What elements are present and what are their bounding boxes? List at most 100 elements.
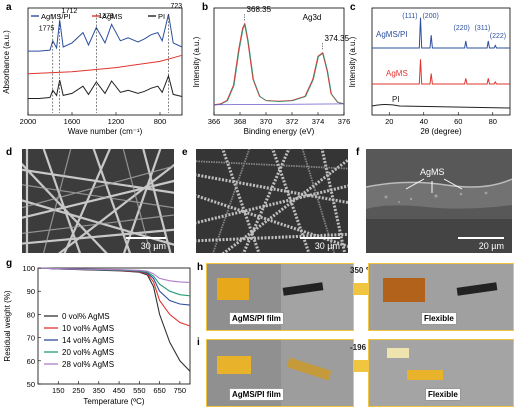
tga-legend-label: 10 vol% AgMS — [62, 324, 114, 333]
xrd-plane-label: (111) — [402, 13, 417, 20]
panel-label-e: e — [182, 147, 188, 158]
sem-image-e: 30 µm — [196, 149, 348, 253]
xps-y-label: Intensity (a.u.) — [192, 36, 201, 87]
tweezers-h-right — [456, 282, 498, 296]
xrd-plane-label: (220) — [454, 25, 470, 32]
flexible-film-h — [383, 278, 425, 302]
xrd-series-line — [372, 59, 510, 85]
xrd-x-tick-label: 80 — [489, 117, 497, 126]
tga-series-line — [37, 267, 191, 327]
ftir-y-label: Absorbance (a.u.) — [2, 30, 11, 94]
ftir-chart: AgMS/PI AgMS PI 1775 1712 1379 723 2000 1600 12… — [2, 3, 183, 136]
sem-image-f: AgMS 20 µm — [366, 149, 512, 253]
tga-x-tick-label: 150 — [52, 386, 65, 395]
panel-label-b: b — [202, 2, 209, 13]
scale-text-d: 30 µm — [140, 241, 166, 251]
xps-x-tick-label: 376 — [338, 117, 350, 126]
frost-fragment-i — [387, 348, 409, 358]
tga-series-line — [37, 267, 191, 306]
sem-fibers-agms-pi — [196, 149, 348, 253]
xps-peak-label: 368.35 — [247, 5, 272, 14]
scale-bar-e — [300, 237, 340, 239]
agms-pi-film-h — [217, 278, 249, 300]
condition-i: -196 ℃ — [350, 343, 378, 352]
scale-bar-d — [126, 237, 166, 239]
xrd-legend-label: AgMS/PI — [376, 30, 408, 39]
xrd-y-label: Intensity (a.u.) — [348, 36, 357, 87]
tga-y-tick-label: 50 — [27, 380, 35, 389]
sem-fibers-pi — [22, 149, 174, 253]
tga-y-tick-label: 60 — [27, 357, 35, 366]
ftir-series-line — [28, 74, 183, 99]
xrd-legend-label: PI — [392, 95, 400, 104]
panel-label-i: i — [197, 337, 200, 348]
ftir-legend-label: AgMS/PI — [41, 12, 71, 21]
ftir-series-line — [28, 13, 183, 52]
caption-i-right: Flexible — [425, 388, 461, 401]
tga-y-tick-label: 90 — [27, 287, 35, 296]
xrd-plane-label: (311) — [474, 25, 490, 32]
tga-y-tick-label: 100 — [22, 264, 35, 273]
tga-x-tick-label: 750 — [174, 386, 187, 395]
scale-bar-f — [458, 237, 504, 239]
caption-i-left: AgMS/PI film — [229, 388, 284, 401]
ftir-peak-label: 1775 — [39, 26, 55, 33]
photo-h-left: AgMS/PI film — [206, 263, 354, 331]
xps-baseline — [213, 103, 345, 106]
tga-legend-label: 28 vol% AgMS — [62, 360, 114, 369]
tga-legend-label: 14 vol% AgMS — [62, 336, 114, 345]
tga-y-label: Residual weight (%) — [3, 290, 12, 361]
ftir-x-label: Wave number (cm⁻¹) — [68, 127, 143, 136]
panel-label-c: c — [350, 2, 356, 13]
xrd-legend-label: AgMS — [386, 69, 408, 78]
tga-series-line — [37, 267, 191, 283]
ftir-peak-label: 1712 — [62, 8, 78, 15]
xps-x-label: Binding energy (eV) — [244, 127, 315, 136]
xps-x-tick-label: 370 — [260, 117, 273, 126]
photo-h-background-right — [281, 264, 353, 330]
caption-h-right: Flexible — [421, 312, 457, 325]
agms-pi-film-i — [217, 356, 251, 374]
xrd-x-tick-label: 20 — [385, 117, 393, 126]
tga-y-tick-label: 80 — [27, 310, 35, 319]
tga-x-tick-label: 550 — [133, 386, 146, 395]
caption-h-left: AgMS/PI film — [229, 312, 284, 325]
tga-x-label: Temperature (ºC) — [83, 397, 144, 406]
xps-chart: 368.35 374.35 366 368 370 372 374 376 Ag3d Bin… — [192, 5, 350, 136]
flexible-film-i — [407, 370, 443, 380]
ftir-series-line — [27, 54, 183, 75]
panel-label-h: h — [197, 262, 204, 273]
xrd-x-tick-label: 60 — [454, 117, 462, 126]
xps-x-tick-label: 374 — [312, 117, 325, 126]
xrd-plane-label: (200) — [422, 13, 438, 20]
xps-x-tick-label: 366 — [208, 117, 221, 126]
tga-legend-label: 0 vol% AgMS — [62, 312, 110, 321]
xps-axes-frame — [213, 7, 345, 116]
ftir-peak-label: 723 — [170, 3, 182, 10]
photo-i-left: AgMS/PI film — [206, 339, 354, 407]
tga-x-tick-label: 250 — [72, 386, 85, 395]
xps-fit-line — [214, 23, 345, 106]
ftir-peak-label: 1379 — [98, 13, 114, 20]
panel-label-f: f — [356, 147, 360, 158]
xps-peak-label: 374.35 — [325, 34, 350, 43]
tga-chart: 150 250 350 450 550 650 750 50 60 70 80 90 100 0 vol… — [3, 264, 191, 406]
xps-x-tick-label: 368 — [234, 117, 247, 126]
xps-x-tick-label: 372 — [286, 117, 299, 126]
xrd-plane-label: (222) — [490, 33, 506, 40]
ftir-legend-label: PI — [158, 12, 165, 21]
ftir-x-tick-label: 2000 — [20, 117, 37, 126]
scale-text-f: 20 µm — [478, 241, 504, 251]
panel-label-g: g — [6, 258, 13, 269]
xps-ag3d-label: Ag3d — [303, 13, 322, 22]
tga-x-tick-label: 650 — [153, 386, 166, 395]
ftir-axes-frame — [27, 7, 183, 116]
tga-y-tick-label: 70 — [27, 334, 35, 343]
tga-x-tick-label: 450 — [113, 386, 126, 395]
tga-series-line — [37, 267, 191, 297]
tga-legend-label: 20 vol% AgMS — [62, 348, 114, 357]
scale-text-e: 30 µm — [314, 241, 340, 251]
xrd-series-line — [371, 104, 511, 109]
panel-label-a: a — [6, 2, 12, 13]
xrd-x-label: 2θ (degree) — [420, 127, 462, 136]
